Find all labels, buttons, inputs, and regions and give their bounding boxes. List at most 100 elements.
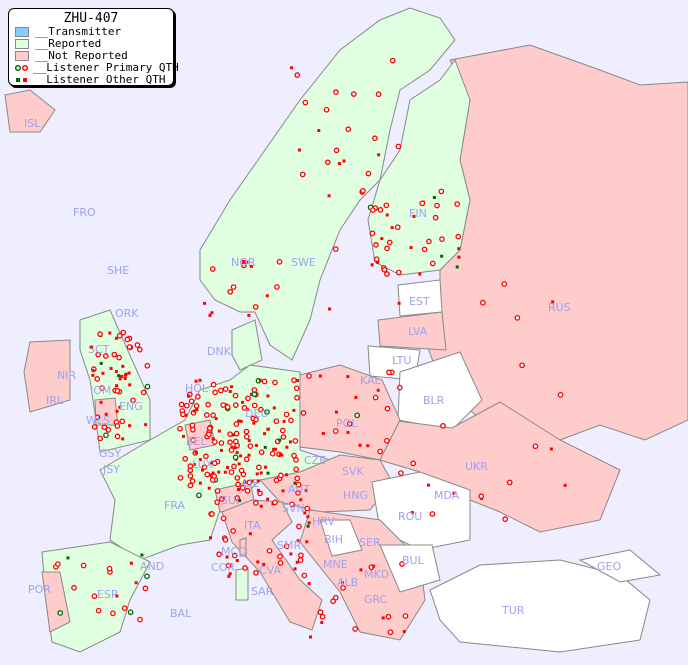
listener-primary-marker <box>426 238 432 245</box>
legend-label: __Listener Primary QTH <box>33 61 179 74</box>
label-svk: SVK <box>342 465 365 478</box>
listener-other-marker <box>201 468 205 472</box>
listener-other-marker <box>182 434 186 438</box>
listener-other-marker <box>99 361 103 365</box>
listener-other-marker <box>418 272 422 276</box>
listener-primary-marker <box>142 585 149 592</box>
listener-other-marker <box>306 515 310 519</box>
listener-primary-marker <box>383 202 390 209</box>
listener-other-marker <box>230 385 234 389</box>
listener-other-marker <box>225 555 229 559</box>
listener-other-marker <box>109 367 113 371</box>
listener-primary-marker <box>178 401 185 408</box>
listener-other-marker <box>306 524 310 528</box>
label-sct: SCT <box>88 343 110 356</box>
listener-primary-marker <box>91 593 98 600</box>
listener-other-marker <box>241 400 245 404</box>
listener-primary-marker <box>306 373 312 379</box>
label-est: EST <box>409 295 430 308</box>
label-kal: KAL <box>360 374 382 387</box>
listener-other-marker <box>377 153 381 157</box>
listener-other-marker <box>237 419 241 423</box>
listener-primary-marker <box>105 426 112 433</box>
listener-primary-marker <box>232 392 239 399</box>
listener-other-marker <box>140 553 144 557</box>
listener-other-marker <box>412 214 416 218</box>
listener-other-marker <box>280 453 284 457</box>
listener-primary-marker <box>330 598 336 605</box>
listener-primary-marker <box>144 573 150 580</box>
legend-label: __Not Reported <box>35 49 128 62</box>
listener-other-marker <box>293 481 297 485</box>
listener-primary-marker <box>140 389 147 396</box>
listener-primary-marker <box>439 236 445 242</box>
listener-other-marker <box>299 498 303 502</box>
listener-primary-marker <box>372 394 379 401</box>
listener-primary-marker <box>111 351 118 358</box>
listener-primary-marker <box>211 460 218 467</box>
listener-other-marker <box>274 447 278 451</box>
listener-primary-marker <box>211 439 218 445</box>
listener-primary-marker <box>216 551 222 558</box>
listener-other-marker <box>359 568 363 572</box>
listener-primary-marker <box>114 388 121 394</box>
listener-primary-marker <box>395 269 402 276</box>
listener-other-marker <box>354 395 358 399</box>
listener-primary-marker <box>114 433 121 440</box>
listener-other-marker <box>284 473 288 477</box>
label-bal: BAL <box>170 607 192 620</box>
listener-other-marker <box>144 423 148 427</box>
listener-other-marker <box>210 461 214 465</box>
listener-other-marker <box>346 430 350 434</box>
listener-primary-marker <box>137 616 143 623</box>
listener-other-marker <box>239 419 243 423</box>
listener-primary-marker <box>332 428 339 434</box>
listener-other-marker <box>249 392 253 396</box>
listener-primary-marker <box>395 143 402 150</box>
label-she: SHE <box>107 264 129 277</box>
listener-primary-marker <box>273 418 280 425</box>
listener-primary-marker <box>210 381 217 388</box>
listener-other-marker <box>432 195 436 199</box>
listener-primary-marker <box>57 610 64 616</box>
region-irl <box>23 339 71 413</box>
listener-other-marker <box>266 471 270 475</box>
listener-primary-marker <box>204 471 211 478</box>
listener-primary-marker <box>258 449 265 456</box>
listener-primary-marker <box>434 202 440 209</box>
listener-primary-marker <box>203 412 210 418</box>
listener-primary-marker <box>230 528 236 534</box>
listener-other-marker <box>233 446 237 450</box>
listener-primary-marker <box>228 469 235 475</box>
not-reported-swatch <box>15 51 29 61</box>
listener-primary-marker <box>377 206 384 213</box>
listener-other-marker <box>366 444 370 448</box>
listener-primary-marker <box>332 246 339 252</box>
listener-primary-marker <box>116 354 122 361</box>
listener-primary-marker <box>384 271 390 277</box>
listener-primary-marker <box>121 605 128 612</box>
listener-primary-marker <box>234 495 241 501</box>
listener-primary-marker <box>130 397 136 404</box>
legend-reported: __Reported <box>9 38 173 50</box>
listener-primary-marker <box>283 411 290 418</box>
listener-other-marker <box>186 394 190 398</box>
listener-primary-marker <box>360 187 366 194</box>
listener-primary-marker <box>501 281 508 287</box>
listener-other-marker <box>297 148 301 152</box>
listener-primary-marker <box>220 515 227 522</box>
listener-other-marker <box>370 263 374 267</box>
listener-other-marker <box>256 479 260 483</box>
listener-other-marker <box>198 378 202 382</box>
listener-other-marker <box>293 567 297 571</box>
legend: ZHU-407 __Transmitter __Reported __Not R… <box>8 8 179 86</box>
legend-title: ZHU-407 <box>63 11 119 26</box>
listener-primary-marker <box>389 57 396 64</box>
listener-primary-marker <box>372 135 378 142</box>
label-blr: BLR <box>423 394 445 407</box>
listener-other-marker <box>128 424 132 428</box>
listener-other-marker <box>247 439 251 443</box>
listener-other-marker <box>263 432 267 436</box>
